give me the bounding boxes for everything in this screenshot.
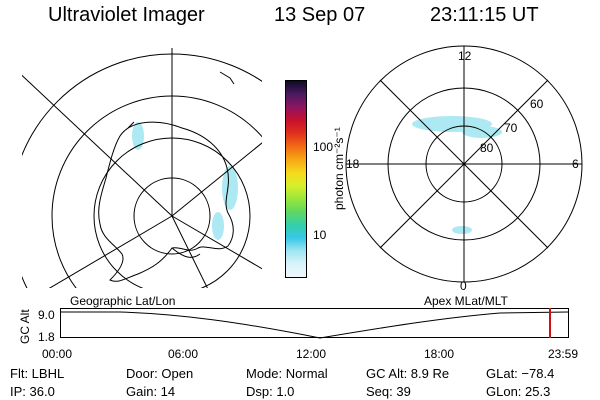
continent-outline (98, 121, 234, 282)
ip-info: IP: 36.0 (10, 384, 55, 399)
altitude-trace (60, 311, 569, 339)
time-tick-1200: 12:00 (296, 347, 327, 361)
altitude-axis-label: GC Alt (18, 309, 32, 344)
altitude-plot (60, 308, 569, 339)
mlat-label-70: 70 (504, 121, 518, 135)
mlt-label-18: 18 (346, 157, 360, 171)
magnetic-polar-plot: 12 18 6 0 60 70 80 (345, 45, 583, 293)
mode-info: Mode: Normal (246, 366, 328, 381)
mlat-label-60: 60 (530, 97, 544, 111)
time-tick-1800: 18:00 (424, 347, 455, 361)
mlt-label-0: 0 (460, 279, 467, 293)
filter-info: Flt: LBHL (10, 366, 65, 381)
seq-info: Seq: 39 (366, 384, 411, 399)
glat-info: GLat: −78.4 (486, 366, 555, 381)
altitude-tick-low: 1.8 (38, 330, 55, 344)
gain-info: Gain: 14 (126, 384, 176, 399)
geographic-map (22, 48, 262, 288)
mlt-label-6: 6 (572, 157, 579, 171)
colorbar-tick-100: 100 (313, 140, 334, 154)
time-tick-2359: 23:59 (548, 347, 579, 361)
geographic-map-label: Geographic Lat/Lon (70, 294, 176, 308)
aurora-emission (412, 116, 502, 234)
apex-map-label: Apex MLat/MLT (424, 294, 508, 308)
door-info: Door: Open (126, 366, 194, 381)
dsp-info: Dsp: 1.0 (246, 384, 295, 399)
mlt-label-12: 12 (458, 49, 472, 63)
gc-alt-info: GC Alt: 8.9 Re (366, 366, 450, 381)
altitude-tick-high: 9.0 (38, 308, 55, 322)
glon-info: GLon: 25.3 (486, 384, 551, 399)
colorbar (285, 80, 307, 278)
instrument-title: Ultraviolet Imager (48, 4, 205, 26)
observation-date: 13 Sep 07 (274, 4, 366, 26)
time-tick-0600: 06:00 (168, 347, 199, 361)
colorbar-tick-10: 10 (313, 228, 327, 242)
aurora-emission (132, 122, 238, 240)
mlat-label-80: 80 (480, 141, 494, 155)
observation-time: 23:11:15 UT (430, 4, 539, 26)
time-tick-0000: 00:00 (42, 347, 73, 361)
